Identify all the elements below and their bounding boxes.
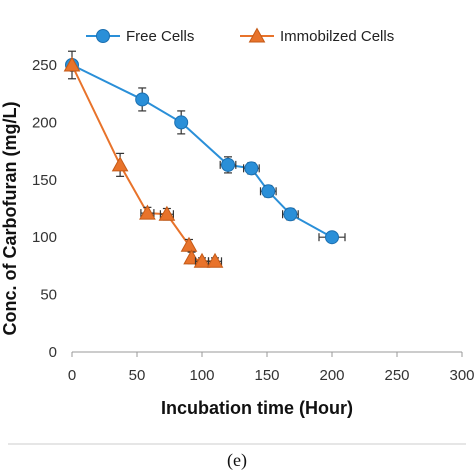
data-point [206,252,224,268]
y-tick-label: 250 [32,57,57,74]
data-point [158,205,176,221]
data-point [325,230,339,245]
data-point [193,252,211,268]
y-axis-ticks: 0 50 100 150 200 250 [32,57,57,361]
series-free-cells [65,58,346,245]
data-point [139,204,156,220]
y-axis-title: Conc. of Carbofuran (mg/L) [0,102,20,336]
legend-item: Immobilzed Cells [240,27,394,45]
data-point [283,207,298,222]
data-point [221,157,235,172]
x-tick-label: 0 [68,367,76,384]
x-tick-label: 100 [189,367,214,384]
legend: Free Cells Immobilzed Cells [86,27,394,45]
series-immobilized-cells [63,50,224,268]
legend-item: Free Cells [86,28,194,45]
data-point [111,156,129,172]
y-tick-label: 150 [32,172,57,189]
data-point [135,92,150,107]
x-tick-label: 250 [384,367,409,384]
legend-marker [248,27,266,43]
x-axis-ticks: 0 50 100 150 200 250 300 [68,352,474,384]
x-tick-label: 150 [254,367,279,384]
data-point [180,236,198,252]
y-tick-label: 50 [40,287,57,304]
data-point [261,184,276,199]
data-point [63,56,81,72]
legend-label: Free Cells [126,28,194,45]
x-tick-label: 300 [449,367,474,384]
x-tick-label: 50 [129,367,146,384]
legend-marker [96,29,110,43]
y-tick-label: 100 [32,229,57,246]
data-point [174,115,189,130]
panel-caption: (e) [227,450,247,471]
legend-label: Immobilzed Cells [280,28,394,45]
y-tick-label: 0 [49,344,57,361]
x-tick-label: 200 [319,367,344,384]
series-layer [63,50,346,268]
data-point [244,161,259,176]
x-axis-title: Incubation time (Hour) [161,398,353,418]
y-tick-label: 200 [32,114,57,131]
